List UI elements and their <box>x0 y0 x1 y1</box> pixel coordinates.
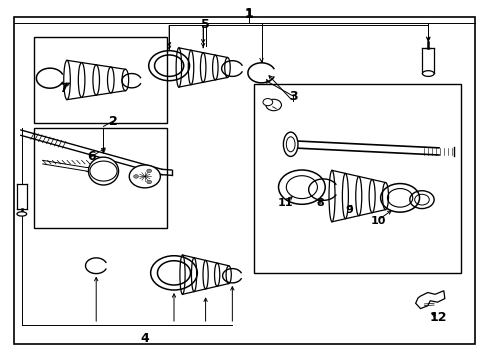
Circle shape <box>129 165 160 188</box>
Ellipse shape <box>422 71 433 76</box>
Circle shape <box>146 180 151 184</box>
Text: 11: 11 <box>278 198 293 208</box>
Circle shape <box>263 99 272 106</box>
Ellipse shape <box>17 212 27 216</box>
Circle shape <box>146 169 151 173</box>
Text: 7: 7 <box>59 82 68 95</box>
Ellipse shape <box>88 157 118 185</box>
Text: 4: 4 <box>140 333 149 346</box>
Text: 12: 12 <box>428 311 446 324</box>
Ellipse shape <box>283 132 297 157</box>
Text: 1: 1 <box>244 9 253 22</box>
Text: 8: 8 <box>315 198 323 208</box>
Text: 2: 2 <box>109 114 117 127</box>
Text: 5: 5 <box>201 18 209 31</box>
Text: 1: 1 <box>244 8 253 21</box>
Text: 6: 6 <box>87 150 96 163</box>
Text: 3: 3 <box>288 90 297 103</box>
Text: 9: 9 <box>345 205 352 215</box>
Circle shape <box>133 175 138 178</box>
Text: 10: 10 <box>370 216 385 226</box>
Circle shape <box>265 99 281 111</box>
